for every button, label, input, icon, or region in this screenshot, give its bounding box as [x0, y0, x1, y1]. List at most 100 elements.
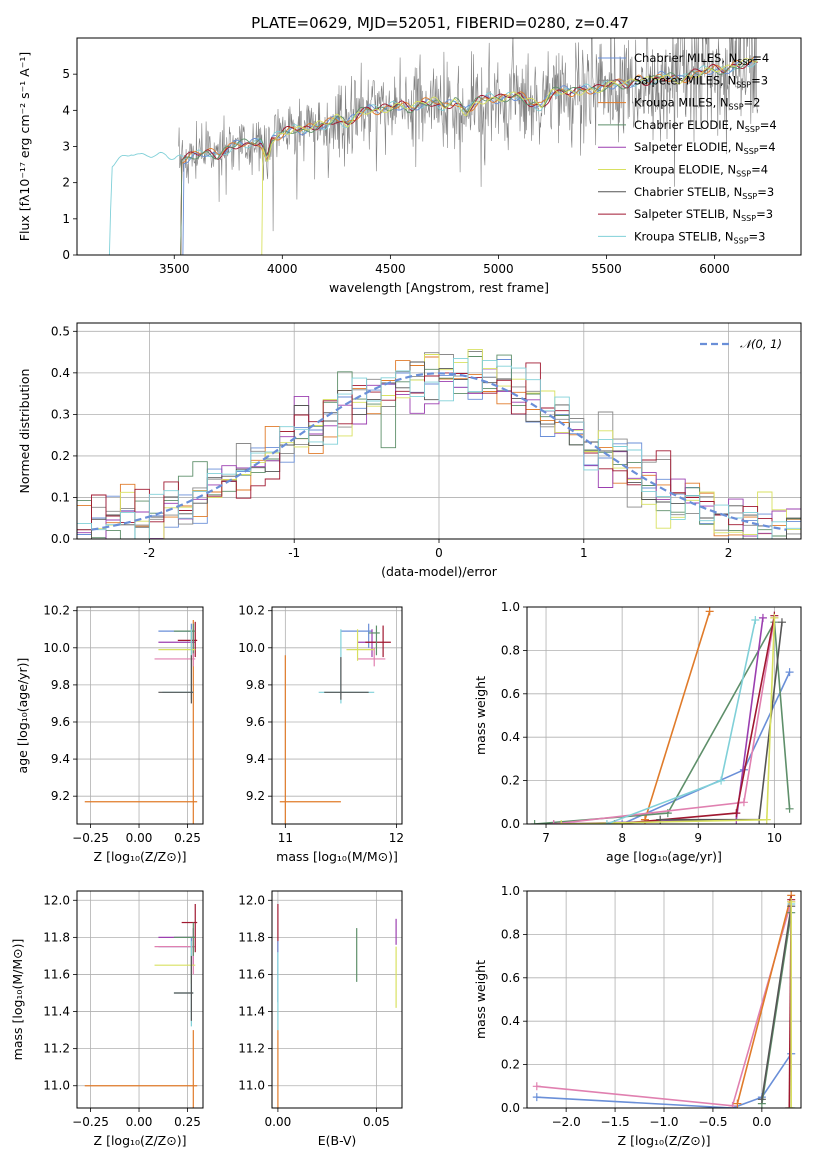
- histogram-step: [77, 357, 801, 539]
- weight-line: [736, 895, 792, 1104]
- x-tick-label: 5500: [591, 262, 622, 276]
- x-tick-label: −2.0: [552, 1115, 581, 1129]
- weight-line: [536, 1053, 792, 1108]
- x-tick-label: 0.25: [174, 1115, 201, 1129]
- y-tick-label: 0.6: [501, 687, 520, 701]
- x-axis-label: age [log₁₀(age/yr)]: [606, 849, 722, 864]
- weight-marker: [532, 1082, 541, 1091]
- histogram-step: [77, 348, 801, 539]
- weight-marker: [618, 820, 627, 824]
- weight-line: [644, 611, 711, 820]
- weight-line: [553, 617, 764, 824]
- weight-marker: [728, 1101, 737, 1108]
- figure-title: PLATE=0629, MJD=52051, FIBERID=0280, z=0…: [251, 14, 629, 32]
- x-tick-label: −0.5: [698, 1115, 727, 1129]
- y-tick-label: 11.8: [238, 930, 265, 944]
- x-axis-label: wavelength [Angstrom, rest frame]: [329, 280, 549, 295]
- y-tick-label: 1: [62, 212, 70, 226]
- x-tick-label: 1: [580, 546, 588, 560]
- x-tick-label: 6000: [699, 262, 730, 276]
- x-tick-label: 0.0: [752, 1115, 771, 1129]
- x-tick-label: −0.25: [72, 831, 109, 845]
- y-tick-label: 11.0: [238, 1079, 265, 1093]
- y-tick-label: 0.0: [501, 817, 520, 831]
- x-axis-label: Z [log₁₀(Z/Z⊙)]: [94, 1133, 187, 1148]
- normal-curve: [91, 372, 787, 531]
- y-axis-label: Flux [fλ10⁻¹⁷ erg cm⁻² s⁻¹ A⁻¹]: [17, 52, 32, 241]
- y-tick-label: 0.3: [51, 407, 70, 421]
- y-tick-label: 0.8: [501, 927, 520, 941]
- x-tick-label: 0.00: [265, 1115, 292, 1129]
- x-tick-label: −1.0: [649, 1115, 678, 1129]
- y-tick-label: 5: [62, 67, 70, 81]
- axes-frame: [526, 606, 802, 825]
- axes-frame: [271, 890, 403, 1109]
- mass-vs-ebv-panel: 0.00 0.05 11.0 11.2 11.4 11.6 11.8 12.0 E(B-V): [238, 890, 403, 1148]
- legend-label: Chabrier ELODIE, NSSP=4: [634, 118, 777, 134]
- weight-marker: [762, 815, 771, 824]
- y-tick-label: 0.4: [501, 730, 520, 744]
- weight-marker: [532, 1093, 541, 1102]
- axes-frame: [76, 890, 204, 1109]
- y-tick-label: 12.0: [43, 893, 70, 907]
- y-tick-label: 2: [62, 176, 70, 190]
- legend-label: Kroupa STELIB, NSSP=3: [634, 229, 765, 245]
- weight-marker: [787, 1104, 796, 1108]
- weight-marker: [785, 1104, 794, 1108]
- weight-line: [553, 617, 776, 824]
- x-axis-label: mass [log₁₀(M/M⊙)]: [276, 849, 398, 864]
- x-tick-label: 5000: [483, 262, 514, 276]
- x-tick-label: 4500: [375, 262, 406, 276]
- y-tick-label: 12.0: [238, 893, 265, 907]
- weight-marker: [777, 618, 786, 627]
- x-tick-label: 9: [694, 831, 702, 845]
- age-vs-mass-panel: 11 12 9.2 9.4 9.6 9.8 10.0 10.2 mass [log₁₀(M/M⊙…: [238, 604, 404, 864]
- y-tick-label: 9.4: [51, 752, 70, 766]
- plot-area: [77, 348, 801, 539]
- y-tick-label: 0.5: [51, 324, 70, 338]
- x-tick-label: 4000: [267, 262, 298, 276]
- x-tick-label: 0.00: [126, 1115, 153, 1129]
- weight-marker: [717, 776, 726, 785]
- y-axis-label: mass [log₁₀(M/M⊙)]: [10, 939, 25, 1061]
- residual-histogram-panel: -2 -1 0 1 2 0.0 0.1 0.2 0.3 0.4 0.5 (data-model)/er…: [17, 322, 802, 579]
- y-tick-label: 9.2: [246, 789, 265, 803]
- y-axis-label: mass weight: [473, 960, 488, 1039]
- y-axis-label: mass weight: [473, 676, 488, 755]
- y-tick-label: 9.6: [51, 715, 70, 729]
- weight-line: [621, 671, 791, 824]
- weight-marker: [557, 820, 566, 824]
- y-tick-label: 10.0: [43, 641, 70, 655]
- x-tick-label: 0.25: [174, 831, 201, 845]
- y-tick-label: 0.2: [501, 1058, 520, 1072]
- weight-marker: [732, 809, 741, 818]
- y-tick-label: 11.8: [43, 930, 70, 944]
- weight-marker: [602, 820, 611, 824]
- y-tick-label: 11.6: [43, 967, 70, 981]
- y-tick-label: 0.2: [51, 449, 70, 463]
- y-tick-label: 10.2: [43, 604, 70, 618]
- y-tick-label: 11.4: [238, 1005, 265, 1019]
- plot-area: [530, 607, 794, 824]
- plot-area: [84, 903, 198, 1108]
- y-tick-label: 0.6: [501, 971, 520, 985]
- y-tick-label: 11.4: [43, 1005, 70, 1019]
- x-tick-label: -2: [143, 546, 155, 560]
- legend-label: Kroupa ELODIE, NSSP=4: [634, 163, 768, 179]
- legend-label: 𝒩(0, 1): [740, 337, 782, 351]
- plot-area: [277, 903, 397, 1108]
- weight-marker: [785, 804, 794, 813]
- axes-frame: [76, 322, 802, 540]
- y-tick-label: 0.0: [501, 1101, 520, 1115]
- y-tick-label: 11.2: [238, 1042, 265, 1056]
- weight-marker: [549, 820, 558, 824]
- plot-area: [84, 619, 198, 824]
- y-tick-label: 0.0: [51, 532, 70, 546]
- y-tick-label: 9.8: [246, 678, 265, 692]
- model-spectrum-line: [261, 58, 758, 255]
- y-tick-label: 10.0: [238, 641, 265, 655]
- y-tick-label: 9.6: [246, 715, 265, 729]
- y-tick-label: 3: [62, 140, 70, 154]
- x-tick-label: 12: [389, 831, 404, 845]
- y-tick-label: 10.2: [238, 604, 265, 618]
